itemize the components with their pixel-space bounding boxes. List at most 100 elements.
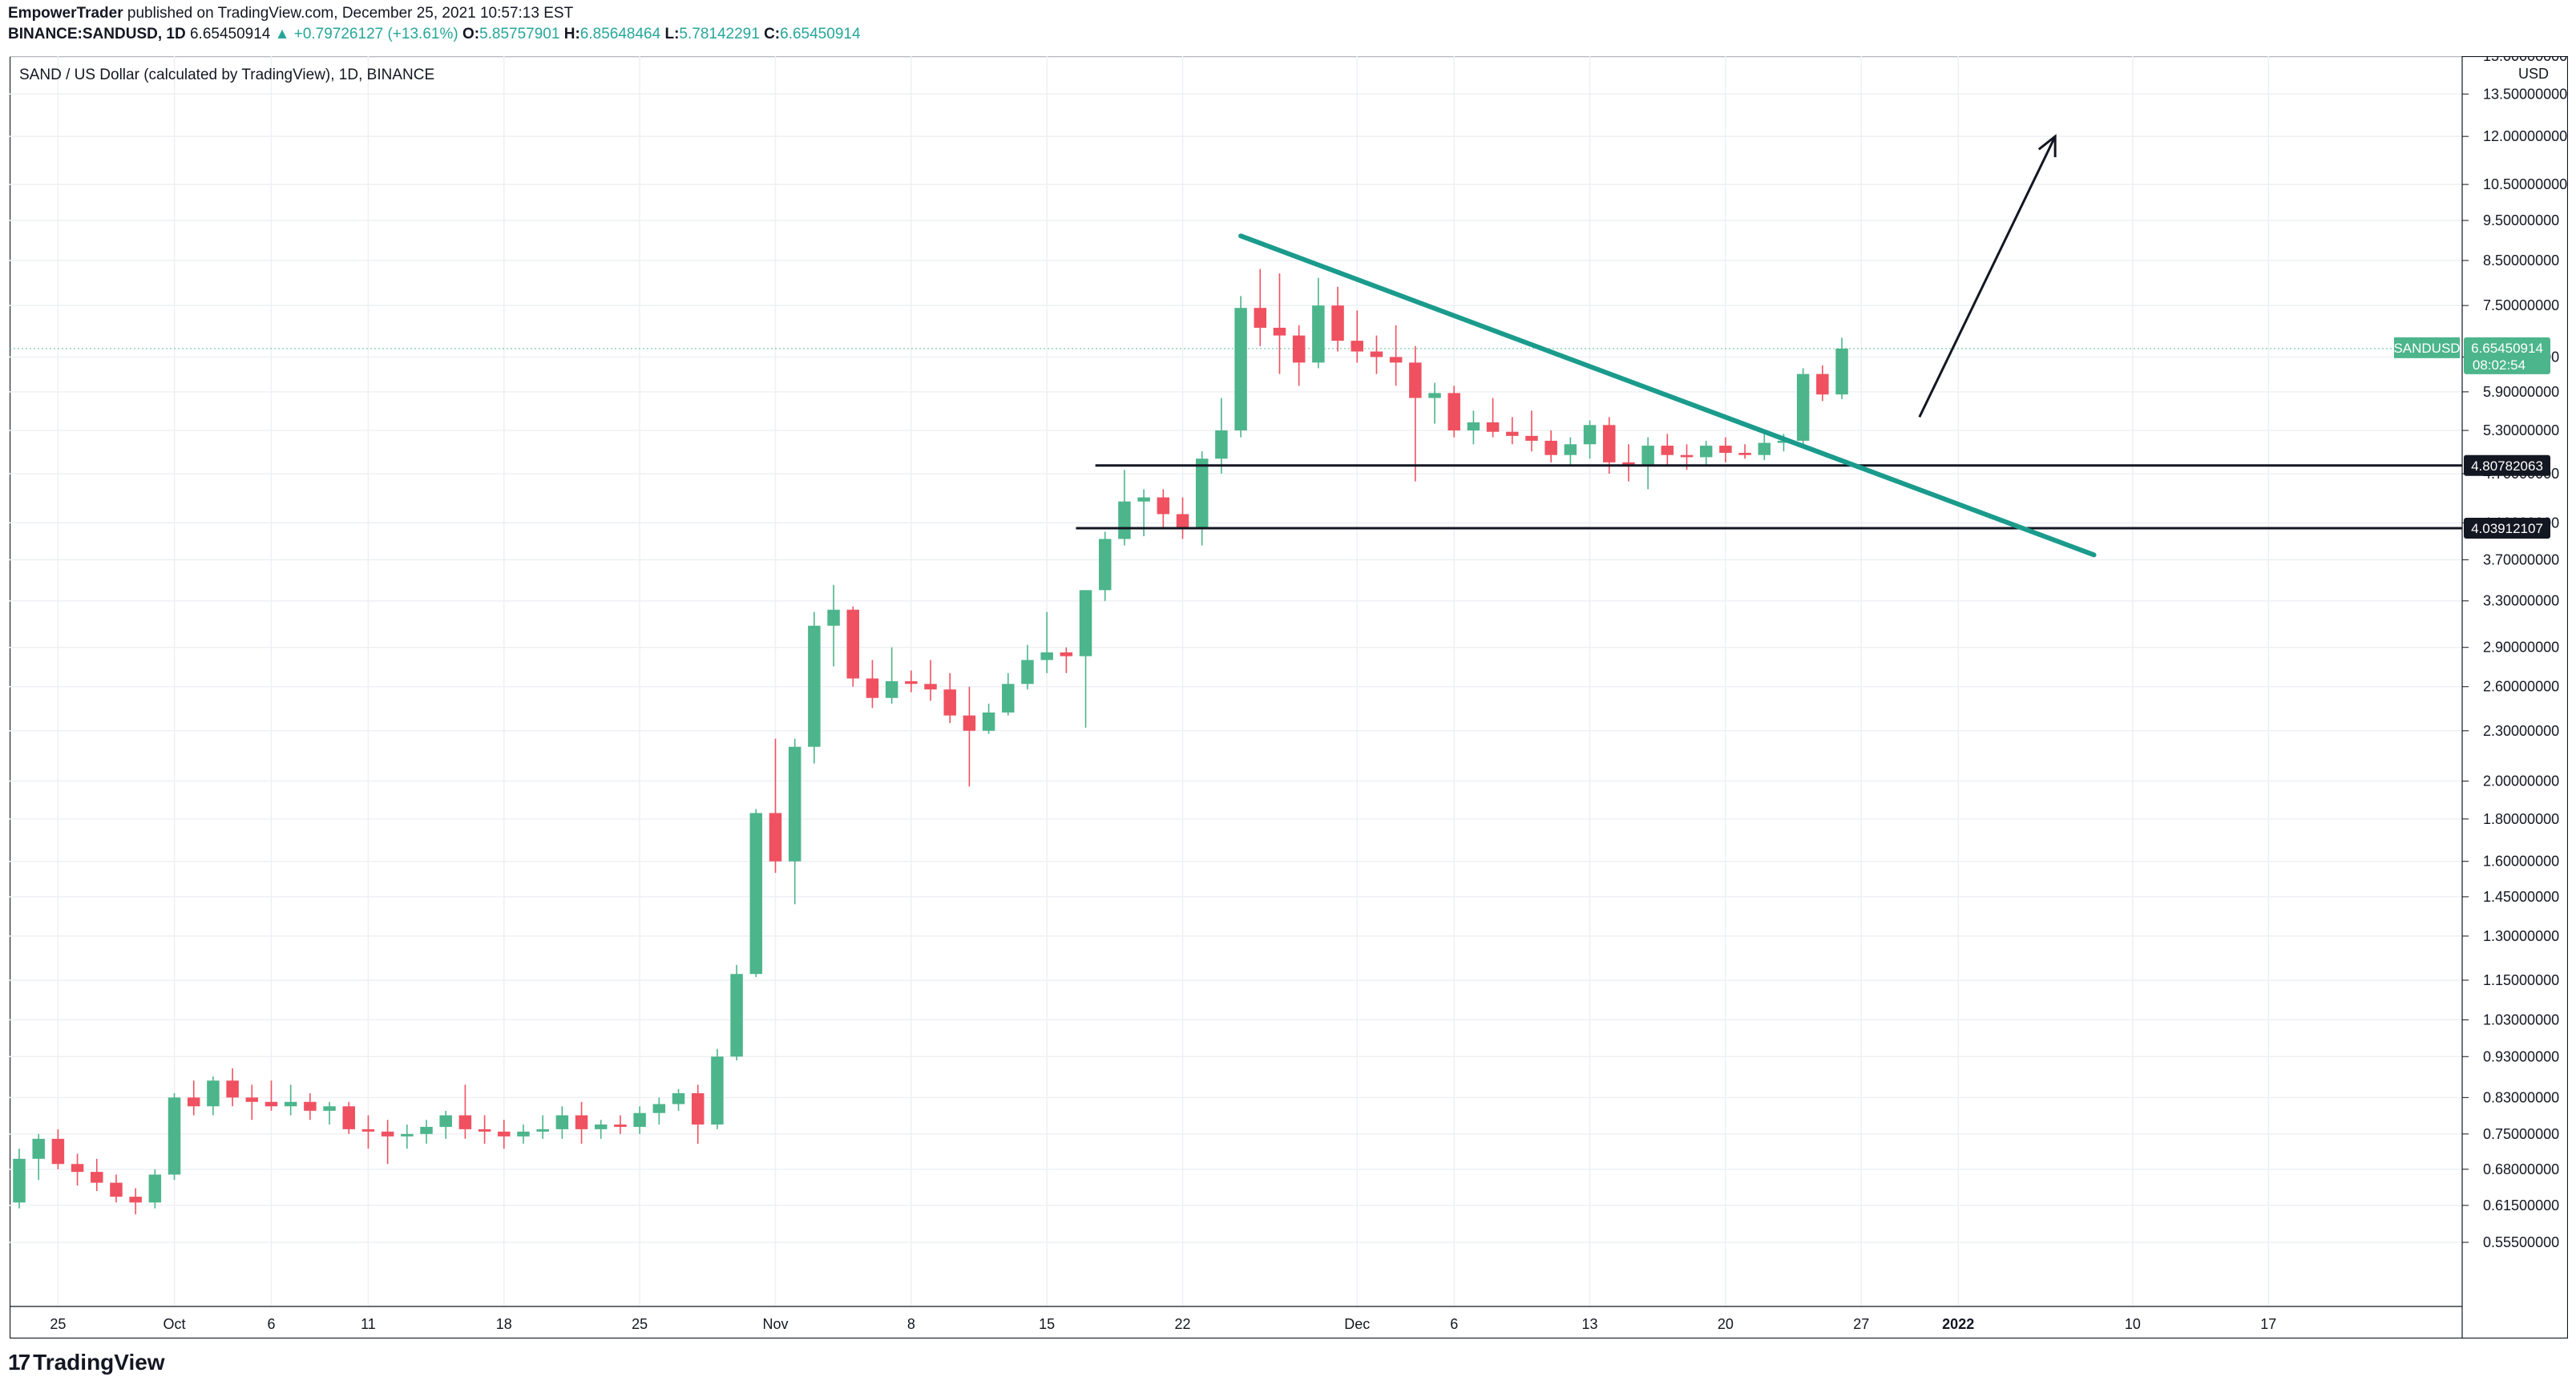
- candle-body: [827, 609, 840, 626]
- x-tick-label: 2022: [1942, 1316, 1974, 1332]
- x-tick-label: 25: [50, 1316, 66, 1332]
- candle-body: [866, 678, 879, 698]
- candle-body: [1099, 539, 1112, 591]
- candle-body: [1583, 425, 1597, 445]
- x-tick-label: 18: [496, 1316, 512, 1332]
- candle-body: [1738, 452, 1751, 455]
- publish-line: EmpowerTrader published on TradingView.c…: [8, 5, 573, 22]
- y-tick-label: 1.80000000: [2483, 811, 2559, 827]
- x-tick-label: 17: [2260, 1316, 2276, 1332]
- x-tick-label: 6: [1450, 1316, 1458, 1332]
- candle-body: [1389, 357, 1403, 363]
- support-price-badge: [2464, 454, 2550, 476]
- candle-body: [1331, 305, 1344, 341]
- y-tick-label: 0.93000000: [2483, 1048, 2559, 1064]
- publisher-name: EmpowerTrader: [8, 5, 123, 22]
- candle-body: [284, 1101, 297, 1107]
- x-tick-label: 10: [2125, 1316, 2141, 1332]
- y-tick-label: 1.60000000: [2483, 854, 2559, 870]
- candle-body: [1079, 590, 1092, 656]
- y-tick-label: 5.30000000: [2483, 422, 2559, 438]
- candle-body: [1176, 514, 1189, 527]
- x-tick-label: 6: [267, 1316, 275, 1332]
- candle-body: [1777, 440, 1791, 443]
- high-value: 6.85648464: [579, 26, 661, 42]
- candle-body: [168, 1097, 181, 1175]
- tradingview-logo-mark: 17: [8, 1350, 30, 1375]
- candle-body: [633, 1112, 646, 1127]
- candle-body: [536, 1129, 549, 1132]
- candle-body: [1215, 430, 1228, 459]
- candle-body: [595, 1125, 608, 1129]
- y-tick-label: 1.30000000: [2483, 928, 2559, 944]
- candle-body: [187, 1097, 200, 1107]
- candle-body: [711, 1056, 724, 1125]
- candle-body: [1254, 308, 1267, 328]
- candle-body: [1699, 446, 1713, 458]
- candle-body: [264, 1101, 278, 1107]
- last-price-badge-price: 6.65450914: [2471, 341, 2543, 356]
- candle-body: [361, 1129, 375, 1132]
- projection-arrow-head: [2037, 134, 2057, 158]
- candle-body: [420, 1126, 433, 1134]
- candle-body: [1002, 684, 1015, 713]
- candlestick-chart[interactable]: 15.00000000 13.50000000 12.00000000 10.5000…: [10, 56, 2568, 1339]
- bar-countdown: 08:02:54: [2473, 357, 2526, 373]
- published-text: published on TradingView.com, December 2…: [127, 5, 574, 22]
- y-tick-label: 13.50000000: [2483, 86, 2567, 102]
- x-tick-label: 11: [361, 1316, 376, 1332]
- candle-body: [905, 680, 918, 684]
- tradingview-logo: 17 TradingView: [8, 1350, 165, 1375]
- candle-body: [749, 813, 763, 975]
- chart-title: SAND / US Dollar (calculated by TradingV…: [19, 67, 435, 83]
- candle-body: [885, 680, 898, 698]
- candle-body: [458, 1115, 472, 1129]
- candle-body: [575, 1115, 588, 1129]
- candle-body: [1835, 348, 1848, 395]
- candle-body: [1157, 497, 1170, 515]
- y-tick-label: 3.70000000: [2483, 551, 2559, 567]
- symbol-badge-label: SANDUSD: [2393, 341, 2460, 356]
- y-tick-label: 12.00000000: [2483, 128, 2567, 144]
- candle-body: [1409, 362, 1422, 398]
- candle-body: [517, 1131, 530, 1137]
- candle-body: [1467, 422, 1480, 431]
- candle-body: [323, 1106, 336, 1111]
- y-tick-label: 15.00000000: [2483, 56, 2567, 64]
- x-tick-label: 25: [632, 1316, 648, 1332]
- close-label: C:: [764, 26, 781, 42]
- candle-body: [1137, 497, 1150, 502]
- chart-frame[interactable]: 15.00000000 13.50000000 12.00000000 10.5000…: [10, 56, 2568, 1339]
- candle-body: [652, 1104, 666, 1113]
- last-price-badge: [2464, 337, 2550, 374]
- y-tick-label: 2.00000000: [2483, 773, 2559, 789]
- candle-body: [1312, 305, 1325, 363]
- candle-body: [1351, 341, 1363, 352]
- candle-body: [1525, 435, 1538, 441]
- candle-body: [71, 1164, 84, 1173]
- y-tick-label: 5.90000000: [2483, 384, 2559, 400]
- candle-body: [32, 1138, 45, 1159]
- candle-body: [808, 625, 821, 747]
- candle-body: [943, 689, 956, 716]
- chart-border: [10, 56, 2568, 1339]
- candle-body: [769, 813, 782, 862]
- x-tick-label: 13: [1582, 1316, 1598, 1332]
- y-tick-label: 0.68000000: [2483, 1161, 2559, 1177]
- x-tick-label: 27: [1853, 1316, 1869, 1332]
- x-tick-label: 8: [907, 1316, 915, 1332]
- candle-body: [691, 1092, 705, 1125]
- candle-body: [304, 1101, 317, 1111]
- candle-body: [1680, 454, 1694, 458]
- y-tick-label: 0.55500000: [2483, 1234, 2559, 1250]
- y-tick-label: 0.75000000: [2483, 1126, 2559, 1142]
- currency-label: USD: [2518, 66, 2549, 82]
- x-tick-label: Oct: [164, 1316, 186, 1332]
- low-value: 5.78142291: [679, 26, 760, 42]
- y-tick-label: 8.50000000: [2483, 252, 2559, 269]
- y-tick-label: 0.61500000: [2483, 1197, 2559, 1213]
- candle-body: [110, 1182, 123, 1197]
- candle-body: [245, 1097, 259, 1102]
- y-tick-label: 3.30000000: [2483, 593, 2559, 609]
- candle-body: [498, 1131, 511, 1137]
